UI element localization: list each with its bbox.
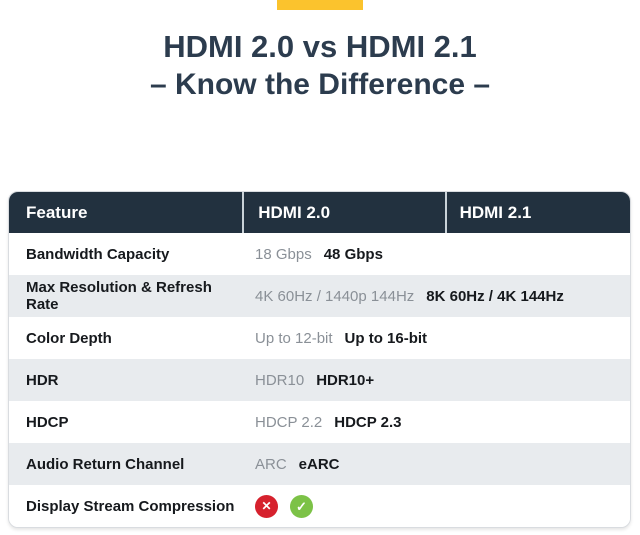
column-header-hdmi20: HDMI 2.0	[242, 192, 444, 233]
table-body: Bandwidth Capacity 18 Gbps 48 Gbps Max R…	[9, 233, 630, 527]
hdmi20-value: 4K 60Hz / 1440p 144Hz	[255, 287, 415, 305]
check-icon: ✓	[290, 494, 313, 518]
hdmi21-value: ✓	[278, 485, 313, 527]
feature-label: Audio Return Channel	[26, 455, 185, 473]
hdmi21-value: 48 Gbps	[323, 245, 383, 263]
hdmi21-value: Up to 16-bit	[344, 329, 428, 347]
table-row: Color Depth Up to 12-bit Up to 16-bit	[9, 317, 630, 359]
feature-label: Bandwidth Capacity	[26, 245, 170, 263]
feature-label: Display Stream Compression	[26, 497, 235, 515]
column-header-hdmi21: HDMI 2.1	[444, 192, 630, 233]
yellow-ribbon-tab	[277, 0, 363, 10]
hdmi21-value: 8K 60Hz / 4K 144Hz	[426, 287, 564, 305]
feature-label: Color Depth	[26, 329, 112, 347]
title-line-2: – Know the Difference –	[149, 68, 491, 101]
cross-icon: ✕	[255, 494, 278, 518]
hdmi20-value: Up to 12-bit	[255, 329, 333, 347]
table-row: Bandwidth Capacity 18 Gbps 48 Gbps	[9, 233, 630, 275]
feature-label: Max Resolution & Refresh Rate	[26, 279, 212, 313]
hdmi20-value: HDR10	[255, 371, 305, 389]
hdmi20-value: ✕	[243, 485, 278, 527]
page-title: HDMI 2.0 vs HDMI 2.1 – Know the Differen…	[0, 28, 640, 103]
table-row: Max Resolution & Refresh Rate 4K 60Hz / …	[9, 275, 630, 317]
feature-label: HDCP	[26, 413, 69, 431]
table-row: Display Stream Compression ✕ ✓	[9, 485, 630, 527]
hdmi21-value: HDR10+	[316, 371, 375, 389]
table-row: HDCP HDCP 2.2 HDCP 2.3	[9, 401, 630, 443]
column-header-feature: Feature	[26, 202, 88, 222]
table-header-row: Feature HDMI 2.0 HDMI 2.1	[9, 192, 630, 233]
table-row: Audio Return Channel ARC eARC	[9, 443, 630, 485]
comparison-table: Feature HDMI 2.0 HDMI 2.1 Bandwidth Capa…	[8, 191, 631, 528]
table-row: HDR HDR10 HDR10+	[9, 359, 630, 401]
hdmi21-value: eARC	[298, 455, 340, 473]
title-line-1: HDMI 2.0 vs HDMI 2.1	[163, 29, 477, 64]
hdmi20-value: ARC	[255, 455, 287, 473]
hdmi20-value: 18 Gbps	[255, 245, 312, 263]
feature-label: HDR	[26, 371, 59, 389]
hdmi21-value: HDCP 2.3	[334, 413, 402, 431]
hdmi20-value: HDCP 2.2	[255, 413, 323, 431]
